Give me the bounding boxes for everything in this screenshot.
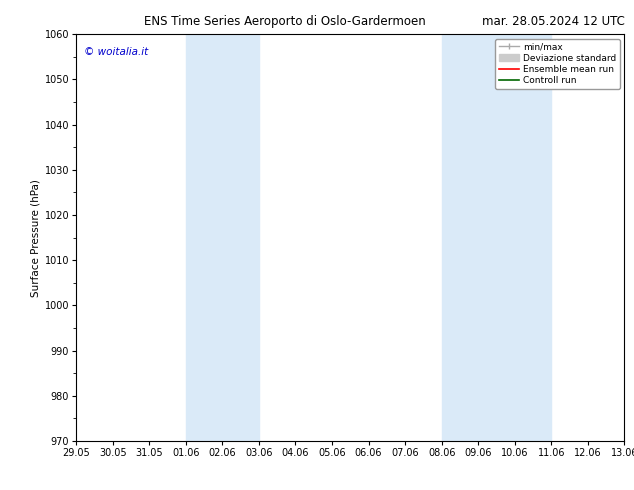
Y-axis label: Surface Pressure (hPa): Surface Pressure (hPa) (30, 179, 41, 296)
Text: © woitalia.it: © woitalia.it (84, 47, 148, 56)
Bar (442, 34, 552, 441)
Text: ENS Time Series Aeroporto di Oslo-Gardermoen: ENS Time Series Aeroporto di Oslo-Garder… (143, 15, 425, 28)
Legend: min/max, Deviazione standard, Ensemble mean run, Controll run: min/max, Deviazione standard, Ensemble m… (495, 39, 620, 89)
Text: mar. 28.05.2024 12 UTC: mar. 28.05.2024 12 UTC (482, 15, 624, 28)
Bar (186, 34, 259, 441)
